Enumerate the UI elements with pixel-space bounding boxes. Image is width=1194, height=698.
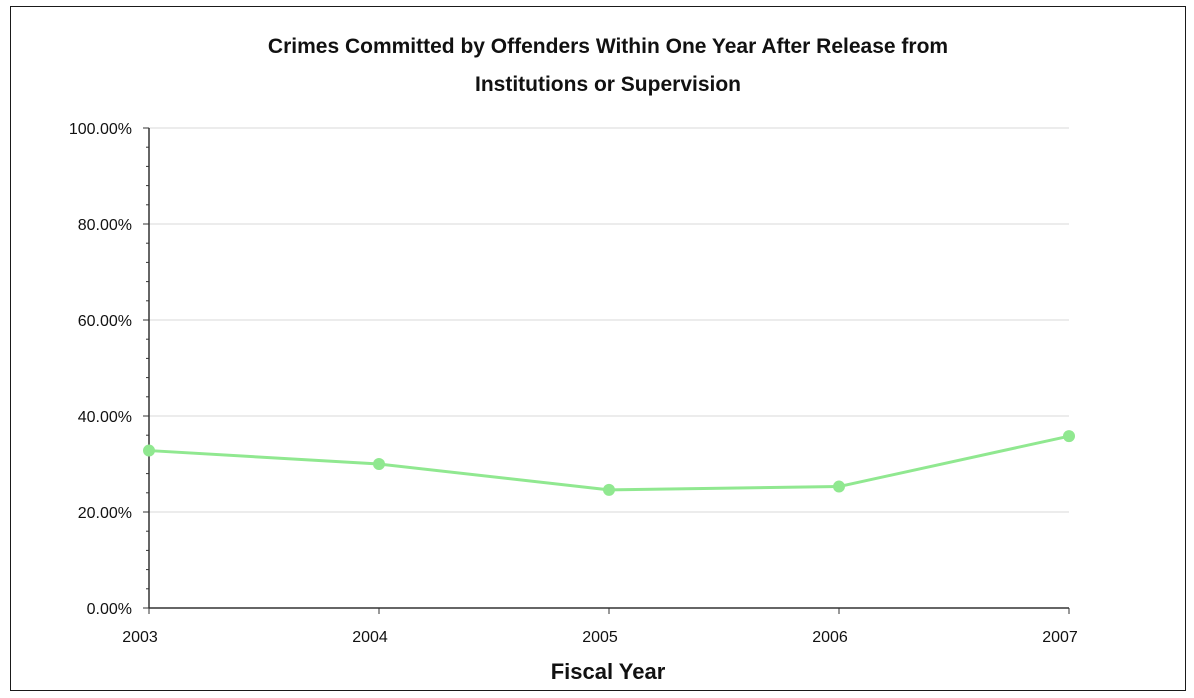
y-tick-label: 100.00% [69,121,132,138]
x-tick-label: 2006 [812,629,848,646]
data-point [373,458,385,470]
chart-title-line-1: Crimes Committed by Offenders Within One… [268,35,948,58]
x-tick-labels: 2003 2004 2005 2006 2007 [122,629,1078,646]
x-axis-label: Fiscal Year [551,659,666,684]
grid [149,127,1069,513]
y-tick-label: 60.00% [78,313,132,330]
y-tick-label: 40.00% [78,409,132,426]
x-tick-label: 2007 [1042,629,1078,646]
data-point [1063,430,1075,443]
x-tick-label: 2004 [352,629,388,646]
data-point [603,483,615,496]
series [143,430,1075,496]
series-line [148,434,1070,492]
y-tick-label: 20.00% [78,505,132,522]
chart-title-line-2: Institutions or Supervision [475,73,741,96]
axes [143,127,1070,614]
y-tick-labels: 0.00% 20.00% 40.00% 60.00% 80.00% 100.00% [69,121,132,618]
y-tick-label: 80.00% [78,217,132,234]
data-point [143,444,155,457]
data-point [833,480,845,493]
chart-frame [10,6,1186,691]
x-tick-label: 2005 [582,629,618,646]
x-tick-label: 2003 [122,629,158,646]
y-tick-label: 0.00% [87,601,132,618]
